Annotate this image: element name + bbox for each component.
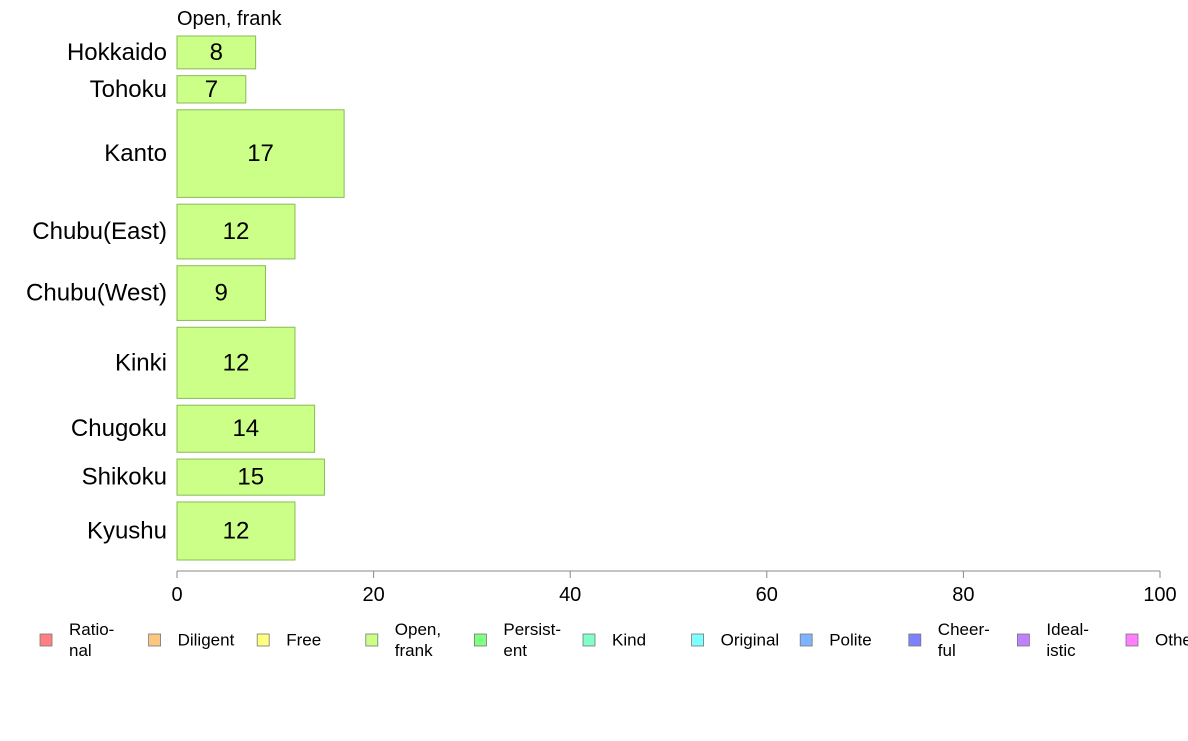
value-label: 12 (223, 349, 250, 376)
x-tick-label: 40 (559, 584, 581, 606)
legend-label: Ratio- (69, 620, 114, 639)
legend-label: istic (1046, 641, 1076, 660)
bar (176, 404, 316, 453)
legend-item: Cheer-ful (908, 620, 990, 660)
legend-label: Other (1155, 631, 1188, 650)
legend-label: Polite (829, 631, 872, 650)
legend-swatch (908, 633, 922, 647)
bar-group: Tohoku 7 (90, 75, 247, 104)
legend-label: Original (721, 631, 780, 650)
legend-label: nal (69, 641, 92, 660)
legend-swatch (148, 633, 162, 647)
bar (176, 109, 345, 198)
bar-group: Chubu(East) 12 (32, 203, 296, 260)
legend-swatch (1017, 633, 1030, 647)
category-label: Chubu(West) (26, 280, 167, 307)
legend-item: Open, frank (365, 620, 441, 660)
legend-item: Ratio-nal (39, 620, 114, 660)
legend-item: Diligent (148, 631, 235, 650)
legend-swatch (582, 633, 596, 647)
legend-label: Persist- (503, 620, 561, 639)
legend-item: Original (691, 631, 780, 650)
legend-label: frank (395, 641, 433, 660)
category-label: Hokkaido (67, 39, 167, 66)
value-label: 12 (223, 517, 250, 544)
legend-item: Other (1125, 631, 1188, 650)
legend-swatch (799, 633, 813, 647)
value-label: 17 (247, 140, 274, 167)
value-label: 14 (232, 415, 259, 442)
legend-label: Open, (395, 620, 441, 639)
category-label: Kyushu (87, 517, 167, 544)
legend-swatch (473, 633, 487, 647)
value-label: 12 (223, 218, 250, 245)
legend-item: Free (256, 631, 321, 650)
legend-swatch (39, 633, 53, 647)
legend-item: Ideal-istic (1017, 620, 1089, 660)
legend-label: Free (286, 631, 321, 650)
legend-swatch (365, 633, 379, 647)
value-label: 15 (237, 464, 264, 491)
legend-label: Kind (612, 631, 646, 650)
bar (176, 326, 296, 399)
value-label: 9 (215, 280, 228, 307)
bar-group: Chubu(West) 9 (26, 265, 266, 321)
legend-label: Diligent (178, 631, 235, 650)
legend-label: Ideal- (1046, 620, 1089, 639)
bar (176, 203, 296, 260)
x-axis: 0 20 40 60 80 100 (171, 570, 1177, 606)
bar-group: Hokkaido 8 (67, 35, 257, 70)
x-tick-label: 60 (756, 584, 778, 606)
x-tick-label: 100 (1143, 584, 1176, 606)
legend-item: Polite (799, 631, 872, 650)
value-label: 8 (210, 39, 223, 66)
chart-title: Open, frank (177, 8, 283, 30)
legend-label: Cheer- (938, 620, 990, 639)
legend-item: Persist-ent (473, 620, 561, 660)
category-label: Kanto (104, 140, 167, 167)
bar (176, 501, 296, 561)
category-label: Kinki (115, 349, 167, 376)
x-tick-label: 0 (171, 584, 182, 606)
legend-swatch (1125, 633, 1139, 647)
legend-swatch (256, 633, 270, 647)
category-label: Shikoku (82, 464, 167, 491)
category-label: Chubu(East) (32, 218, 167, 245)
bar-group: Kanto 17 (104, 109, 345, 198)
bar-group: Shikoku 15 (82, 458, 325, 496)
category-label: Chugoku (71, 415, 167, 442)
value-label: 7 (205, 76, 218, 103)
x-tick-label: 20 (362, 584, 384, 606)
legend-label: ful (938, 641, 956, 660)
category-label: Tohoku (90, 76, 167, 103)
legend: Ratio-nal Diligent Free Open, frank Persist-e… (39, 620, 1188, 660)
legend-swatch (691, 633, 704, 647)
bar-group: Kyushu 12 (87, 501, 296, 561)
bar-group: Kinki 12 (115, 326, 296, 399)
bar-group: Chugoku 14 (71, 404, 316, 453)
x-tick-label: 80 (952, 584, 974, 606)
bar (176, 35, 257, 70)
bar (176, 458, 325, 496)
legend-item: Kind (582, 631, 646, 650)
legend-label: ent (503, 641, 527, 660)
bar (176, 75, 247, 104)
bar (176, 265, 266, 321)
